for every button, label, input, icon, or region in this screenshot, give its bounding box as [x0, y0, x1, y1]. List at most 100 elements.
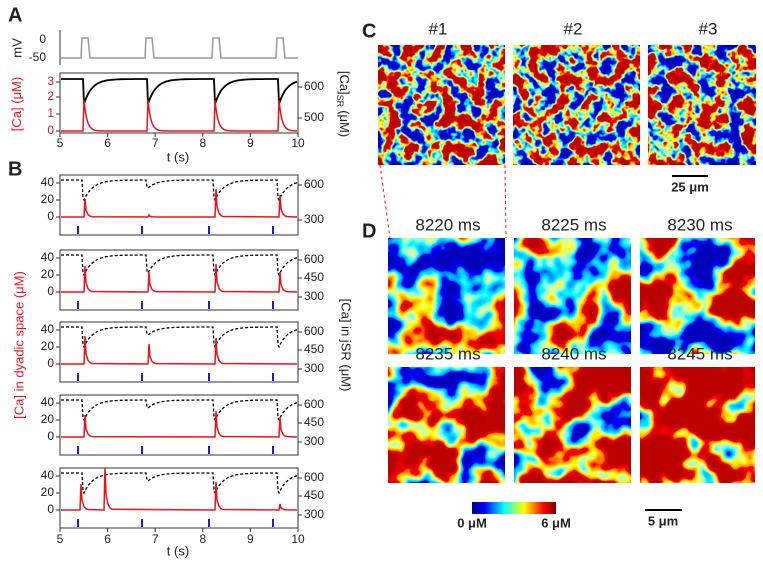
- colorbar-label: 6 μM: [541, 515, 571, 530]
- heatmap: [513, 45, 640, 165]
- tick-label: 40: [41, 468, 55, 482]
- axis-label: t (s): [167, 149, 189, 164]
- tick-label: 0: [47, 356, 54, 370]
- heatmap-title: #2: [564, 19, 583, 38]
- panel-label: D: [362, 220, 376, 242]
- frame-time: 8240 ms: [541, 344, 606, 363]
- plot-frame: [59, 174, 299, 236]
- scale-label: 25 μm: [671, 179, 709, 194]
- tick-label: 0: [39, 32, 46, 46]
- panel-a: A mV 0 -50 [Ca] (μM) [Ca]SR(μM) t (s) 32…: [8, 4, 352, 164]
- label-part: [Ca]: [9, 107, 24, 131]
- sr-trace: [61, 78, 298, 105]
- tick-label: 3: [47, 74, 54, 88]
- tick-label: 0: [47, 429, 54, 443]
- jsr-trace: [61, 472, 298, 495]
- tick-label: 7: [152, 532, 159, 546]
- panel-label: C: [362, 20, 376, 42]
- tick-label: 8: [199, 532, 206, 546]
- ca-trace: [61, 410, 298, 438]
- tick-label: 450: [304, 342, 324, 356]
- label-part: (μM): [337, 110, 352, 137]
- tick-label: 5: [57, 136, 64, 150]
- tick-label: 2: [47, 89, 54, 103]
- tick-label: 10: [291, 532, 305, 546]
- label-part: (μM): [9, 77, 24, 104]
- heatmap: [514, 367, 631, 483]
- tick-label: 500: [304, 110, 324, 124]
- panel-d: D 0 μM 6 μM 5 μm 8220 ms 8225 ms 8230 ms 82…: [362, 215, 755, 530]
- plot-frame: [59, 321, 299, 383]
- zoom-line: [504, 164, 507, 239]
- tick-label: 6: [104, 136, 111, 150]
- tick-label: 450: [304, 488, 324, 502]
- tick-label: 9: [247, 532, 254, 546]
- plot-frame: [59, 249, 299, 311]
- scale-label: 5 μm: [648, 513, 678, 528]
- tick-label: 9: [247, 136, 254, 150]
- heatmap-title: #3: [699, 19, 718, 38]
- tick-label: 600: [304, 252, 324, 266]
- tick-label: 600: [304, 79, 324, 93]
- panel-label: A: [8, 4, 22, 26]
- tick-label: 300: [304, 289, 324, 303]
- jsr-trace: [61, 399, 298, 422]
- heatmap: [388, 238, 505, 354]
- tick-label: 6: [104, 532, 111, 546]
- label-part: [Ca]: [337, 71, 352, 95]
- axis-label: mV: [9, 38, 24, 58]
- tick-label: 450: [304, 415, 324, 429]
- axis-label: [Ca] in jSR (μM): [339, 299, 354, 392]
- tick-label: 40: [41, 322, 55, 336]
- tick-label: 0: [47, 502, 54, 516]
- axis-label: [Ca] (μM): [9, 77, 24, 131]
- tick-label: 40: [41, 175, 55, 189]
- heatmap: [514, 238, 631, 354]
- ca-trace: [61, 188, 298, 218]
- axis-label: t (s): [167, 543, 189, 558]
- plot-frame: [59, 72, 299, 134]
- tick-label: 40: [41, 395, 55, 409]
- panel-label: B: [8, 158, 22, 180]
- tick-label: 8: [199, 136, 206, 150]
- tick-label: 600: [304, 397, 324, 411]
- frame-time: 8220 ms: [415, 215, 480, 234]
- frame-time: 8225 ms: [541, 215, 606, 234]
- tick-label: 1: [47, 106, 54, 120]
- panel-c: C 25 μm #1 #2 #3: [362, 19, 756, 239]
- label-part: SR: [335, 95, 345, 108]
- tick-label: 300: [304, 434, 324, 448]
- tick-label: 20: [41, 339, 55, 353]
- tick-label: 20: [41, 267, 55, 281]
- frame-time: 8235 ms: [415, 344, 480, 363]
- zoom-line: [379, 164, 391, 239]
- tick-label: 7: [152, 136, 159, 150]
- axis-label: [Ca]SR (μM): [335, 71, 352, 137]
- tick-label: 300: [304, 507, 324, 521]
- heatmap: [640, 367, 755, 483]
- tick-label: 20: [41, 412, 55, 426]
- plot-frame: [59, 467, 299, 529]
- tick-label: 5: [57, 532, 64, 546]
- jsr-trace: [61, 254, 298, 277]
- tick-label: 600: [304, 324, 324, 338]
- tick-label: 600: [304, 177, 324, 191]
- tick-label: 600: [304, 470, 324, 484]
- tick-label: 0: [47, 209, 54, 223]
- voltage-trace: [60, 37, 298, 59]
- heatmap: [388, 367, 505, 483]
- ca-trace: [61, 99, 297, 132]
- heatmap: [378, 45, 505, 165]
- axis-label: [Ca] in dyadic space (μM): [11, 271, 26, 419]
- tick-label: 300: [304, 212, 324, 226]
- tick-label: 0: [47, 123, 54, 137]
- jsr-trace: [61, 326, 298, 349]
- tick-label: 40: [41, 250, 55, 264]
- ca-trace: [61, 467, 298, 511]
- tick-label: 0: [47, 284, 54, 298]
- tick-label: -50: [29, 50, 47, 64]
- colorbar-label: 0 μM: [457, 515, 487, 530]
- tick-label: 20: [41, 192, 55, 206]
- tick-label: 300: [304, 361, 324, 375]
